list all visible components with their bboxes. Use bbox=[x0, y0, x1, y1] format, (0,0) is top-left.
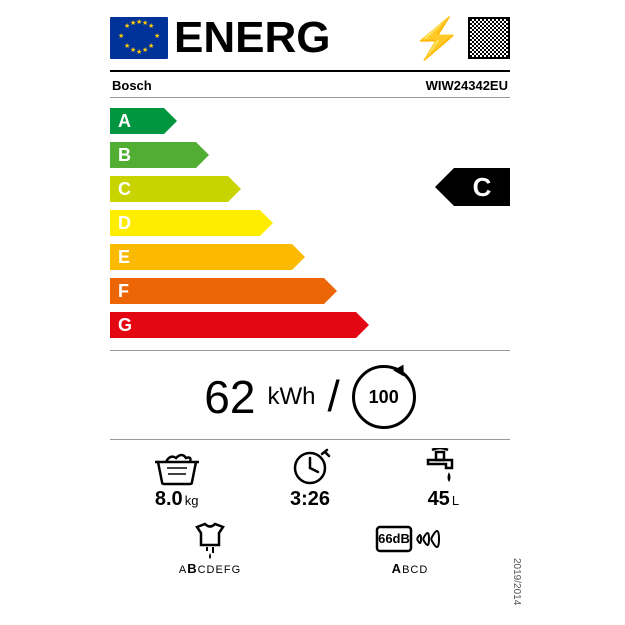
scale-row-d: D bbox=[110, 208, 510, 238]
noise-class-scale: ABCD bbox=[392, 561, 429, 576]
cycles-icon: 100 bbox=[352, 365, 416, 429]
regulation-ref: 2019/2014 bbox=[511, 558, 522, 605]
scale-bar: E bbox=[110, 244, 292, 270]
scale-letter: A bbox=[118, 111, 131, 132]
basket-icon bbox=[152, 448, 202, 486]
specs: 8.0kg 3:26 45L bbox=[110, 440, 510, 576]
supplier-row: Bosch WIW24342EU bbox=[110, 72, 510, 97]
spec-duration: 3:26 bbox=[244, 448, 376, 511]
duration-value: 3:26 bbox=[290, 488, 330, 511]
header: ★ ★ ★ ★ ★ ★ ★ ★ ★ ★ ★ ★ ENERG ⚡ bbox=[110, 10, 510, 66]
scale-bar: F bbox=[110, 278, 324, 304]
tap-icon bbox=[418, 448, 468, 486]
clock-icon bbox=[285, 448, 335, 486]
scale-bar: G bbox=[110, 312, 356, 338]
scale-letter: F bbox=[118, 281, 129, 302]
scale-row-e: E bbox=[110, 242, 510, 272]
brand-name: Bosch bbox=[112, 78, 152, 93]
scale-bar: A bbox=[110, 108, 164, 134]
scale-letter: G bbox=[118, 315, 132, 336]
scale-row-a: A bbox=[110, 106, 510, 136]
shirt-drip-icon bbox=[185, 521, 235, 559]
spec-water: 45L bbox=[377, 448, 509, 511]
kwh-value: 62 bbox=[204, 370, 255, 424]
scale-row-b: B bbox=[110, 140, 510, 170]
kwh-unit: kWh bbox=[267, 383, 315, 411]
slash: / bbox=[327, 372, 339, 422]
scale-row-g: G bbox=[110, 310, 510, 340]
qr-code-icon bbox=[468, 17, 510, 59]
scale-letter: B bbox=[118, 145, 131, 166]
scale-row-f: F bbox=[110, 276, 510, 306]
scale-bar: B bbox=[110, 142, 196, 168]
spec-capacity: 8.0kg bbox=[111, 448, 243, 511]
bolt-icon: ⚡ bbox=[412, 15, 462, 62]
cycles-value: 100 bbox=[369, 387, 399, 408]
scale-bar: C bbox=[110, 176, 228, 202]
scale-letter: E bbox=[118, 247, 130, 268]
energy-title: ENERG bbox=[174, 13, 408, 63]
spec-spin: ABCDEFG bbox=[110, 521, 310, 576]
sound-icon: 66dB bbox=[375, 521, 445, 559]
spin-class-scale: ABCDEFG bbox=[179, 561, 241, 576]
rating-letter: C bbox=[454, 168, 510, 206]
noise-db: 66dB bbox=[378, 531, 410, 546]
eu-flag-icon: ★ ★ ★ ★ ★ ★ ★ ★ ★ ★ ★ ★ bbox=[110, 17, 168, 59]
scale-bar: D bbox=[110, 210, 260, 236]
efficiency-scale: ABCDEFG C bbox=[110, 98, 510, 350]
capacity-value: 8.0kg bbox=[155, 488, 199, 511]
spec-noise: 66dB ABCD bbox=[310, 521, 510, 576]
rating-arrow: C bbox=[435, 168, 510, 206]
consumption-row: 62 kWh / 100 bbox=[110, 351, 510, 439]
scale-letter: D bbox=[118, 213, 131, 234]
model-id: WIW24342EU bbox=[426, 78, 508, 93]
scale-letter: C bbox=[118, 179, 131, 200]
water-value: 45L bbox=[428, 488, 459, 511]
